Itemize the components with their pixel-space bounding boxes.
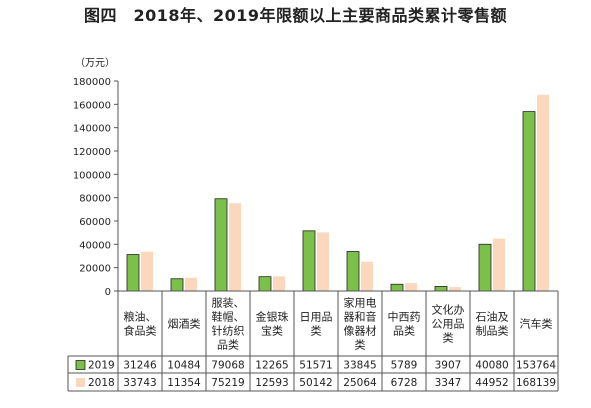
y-tick-label: 140000 — [73, 124, 111, 135]
data-label-2019: 79068 — [211, 360, 244, 372]
category-label: 家用电 — [344, 296, 377, 310]
category-label: 服装、 — [212, 297, 245, 310]
y-tick-label: 180000 — [73, 77, 111, 88]
data-label-2019: 3907 — [435, 360, 462, 372]
bar-2019 — [478, 243, 492, 292]
category-label: 宝类 — [261, 324, 283, 338]
category-label: 类 — [311, 324, 322, 338]
data-label-2018: 50142 — [299, 377, 332, 389]
data-label-2019: 5789 — [391, 360, 418, 372]
data-label-2019: 31246 — [123, 360, 157, 372]
bar-2018 — [185, 277, 197, 291]
data-label-2018: 33743 — [123, 377, 156, 389]
category-label: 品类 — [217, 338, 239, 352]
y-tick-label: 40000 — [79, 240, 111, 251]
bar-2019 — [522, 111, 536, 292]
category-label: 食品类 — [124, 324, 157, 338]
y-tick-label: 100000 — [73, 170, 111, 181]
category-label: 公用品 — [432, 318, 465, 331]
bar-2018 — [449, 287, 461, 291]
category-label: 品类 — [393, 324, 415, 338]
y-tick-label: 60000 — [79, 217, 111, 228]
data-label-2018: 6728 — [391, 377, 418, 389]
data-label-2019: 40080 — [475, 360, 508, 372]
data-label-2019: 51571 — [299, 360, 332, 372]
bar-2019 — [346, 251, 360, 292]
y-tick-label: 0 — [105, 287, 111, 298]
category-label: 中西药 — [388, 311, 421, 324]
bar-2018 — [141, 251, 153, 291]
category-label: 烟酒类 — [168, 317, 201, 331]
category-label: 日用品 — [300, 311, 333, 324]
bar-2019 — [126, 254, 140, 292]
category-label: 器和音 — [344, 310, 377, 324]
data-label-2018: 168139 — [516, 377, 556, 389]
category-label: 鞋帽、 — [212, 310, 245, 324]
bar-2018 — [361, 261, 373, 291]
legend-swatch-2019 — [75, 360, 86, 370]
data-label-2018: 11354 — [167, 377, 201, 389]
data-label-2018: 3347 — [435, 377, 462, 389]
y-unit-label: （万元） — [75, 57, 115, 69]
category-label: 针纺织 — [212, 324, 245, 338]
bar-2018 — [229, 203, 241, 291]
bar-2019 — [214, 198, 228, 292]
data-label-2018: 44952 — [475, 377, 508, 389]
data-label-2018: 75219 — [211, 377, 244, 389]
category-label: 像器材 — [344, 324, 377, 338]
category-label: 汽车类 — [520, 317, 553, 331]
data-label-2018: 12593 — [255, 377, 288, 389]
bar-2019 — [170, 278, 184, 292]
bar-2019 — [434, 286, 448, 292]
data-label-2019: 10484 — [167, 360, 201, 372]
bar-2018 — [537, 94, 549, 291]
chart-title: 图四 2018年、2019年限额以上主要商品类累计零售额 — [83, 6, 508, 25]
bar-2018 — [317, 232, 329, 291]
bar-2019 — [258, 276, 272, 292]
data-label-2018: 25064 — [343, 377, 377, 389]
category-label: 制品类 — [476, 324, 509, 338]
y-tick-label: 160000 — [73, 100, 111, 111]
bar-2018 — [493, 238, 505, 291]
category-label: 类 — [355, 338, 366, 352]
y-tick-label: 120000 — [73, 147, 111, 158]
category-label: 金银珠 — [256, 310, 289, 324]
bar-2018 — [273, 276, 285, 291]
y-tick-label: 20000 — [79, 264, 111, 275]
bar-2018 — [405, 283, 417, 291]
data-label-2019: 33845 — [343, 360, 376, 372]
legend-label-2018: 2018 — [88, 377, 115, 389]
legend-label-2019: 2019 — [88, 360, 115, 372]
category-label: 石油及 — [476, 310, 509, 324]
category-label: 类 — [443, 331, 454, 345]
legend-swatch-2018 — [76, 378, 85, 387]
y-tick-label: 80000 — [79, 194, 111, 205]
data-label-2019: 12265 — [255, 360, 288, 372]
bar-2019 — [302, 230, 316, 292]
data-label-2019: 153764 — [516, 360, 556, 372]
category-label: 文化办 — [432, 303, 465, 317]
category-label: 粮油、 — [124, 310, 157, 324]
bar-2019 — [390, 283, 404, 292]
